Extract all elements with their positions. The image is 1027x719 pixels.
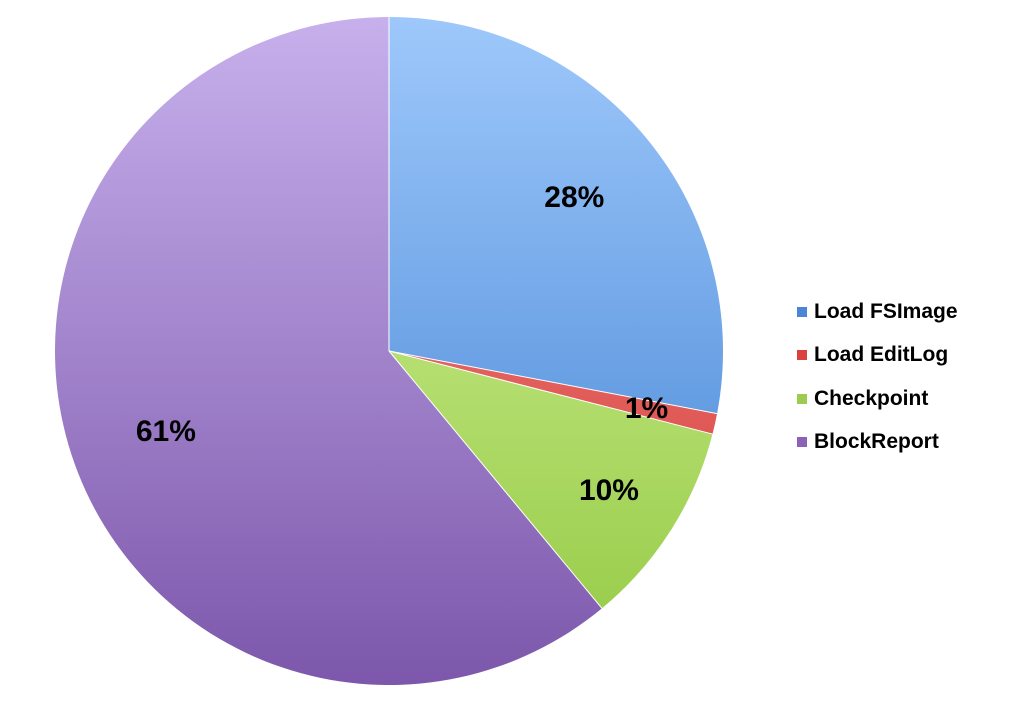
- pie-divider-checkpoint: [388, 350, 713, 435]
- pie-slices: [55, 17, 723, 686]
- legend-label-blockreport: BlockReport: [814, 430, 939, 454]
- legend-item-load-fsimage: Load FSImage: [797, 290, 1017, 334]
- pie-divider-load-editlog: [388, 350, 718, 415]
- legend-label-checkpoint: Checkpoint: [814, 386, 929, 410]
- legend-item-checkpoint: Checkpoint: [797, 377, 1017, 421]
- slice-label-checkpoint: 10%: [579, 474, 639, 507]
- slice-labels: 28% 1% 10% 61%: [136, 181, 668, 507]
- slice-label-blockreport: 61%: [136, 415, 196, 448]
- legend-swatch-load-fsimage: [797, 306, 807, 317]
- pie-slice-load-fsimage: [389, 17, 723, 414]
- pie-slice-blockreport: [55, 17, 602, 686]
- legend-label-load-fsimage: Load FSImage: [814, 299, 958, 323]
- slice-label-load-editlog: 1%: [625, 392, 668, 425]
- slice-label-load-fsimage: 28%: [544, 181, 604, 214]
- pie-divider-blockreport: [388, 350, 603, 609]
- legend-swatch-blockreport: [797, 437, 807, 448]
- legend-label-load-editlog: Load EditLog: [814, 343, 949, 367]
- legend-item-load-editlog: Load EditLog: [797, 334, 1017, 378]
- pie-dividers: [388, 17, 718, 609]
- pie-slice-checkpoint: [389, 351, 713, 609]
- legend: Load FSImage Load EditLog Checkpoint Blo…: [797, 290, 1017, 464]
- legend-swatch-checkpoint: [797, 393, 807, 404]
- legend-swatch-load-editlog: [797, 350, 807, 361]
- legend-item-blockreport: BlockReport: [797, 421, 1017, 465]
